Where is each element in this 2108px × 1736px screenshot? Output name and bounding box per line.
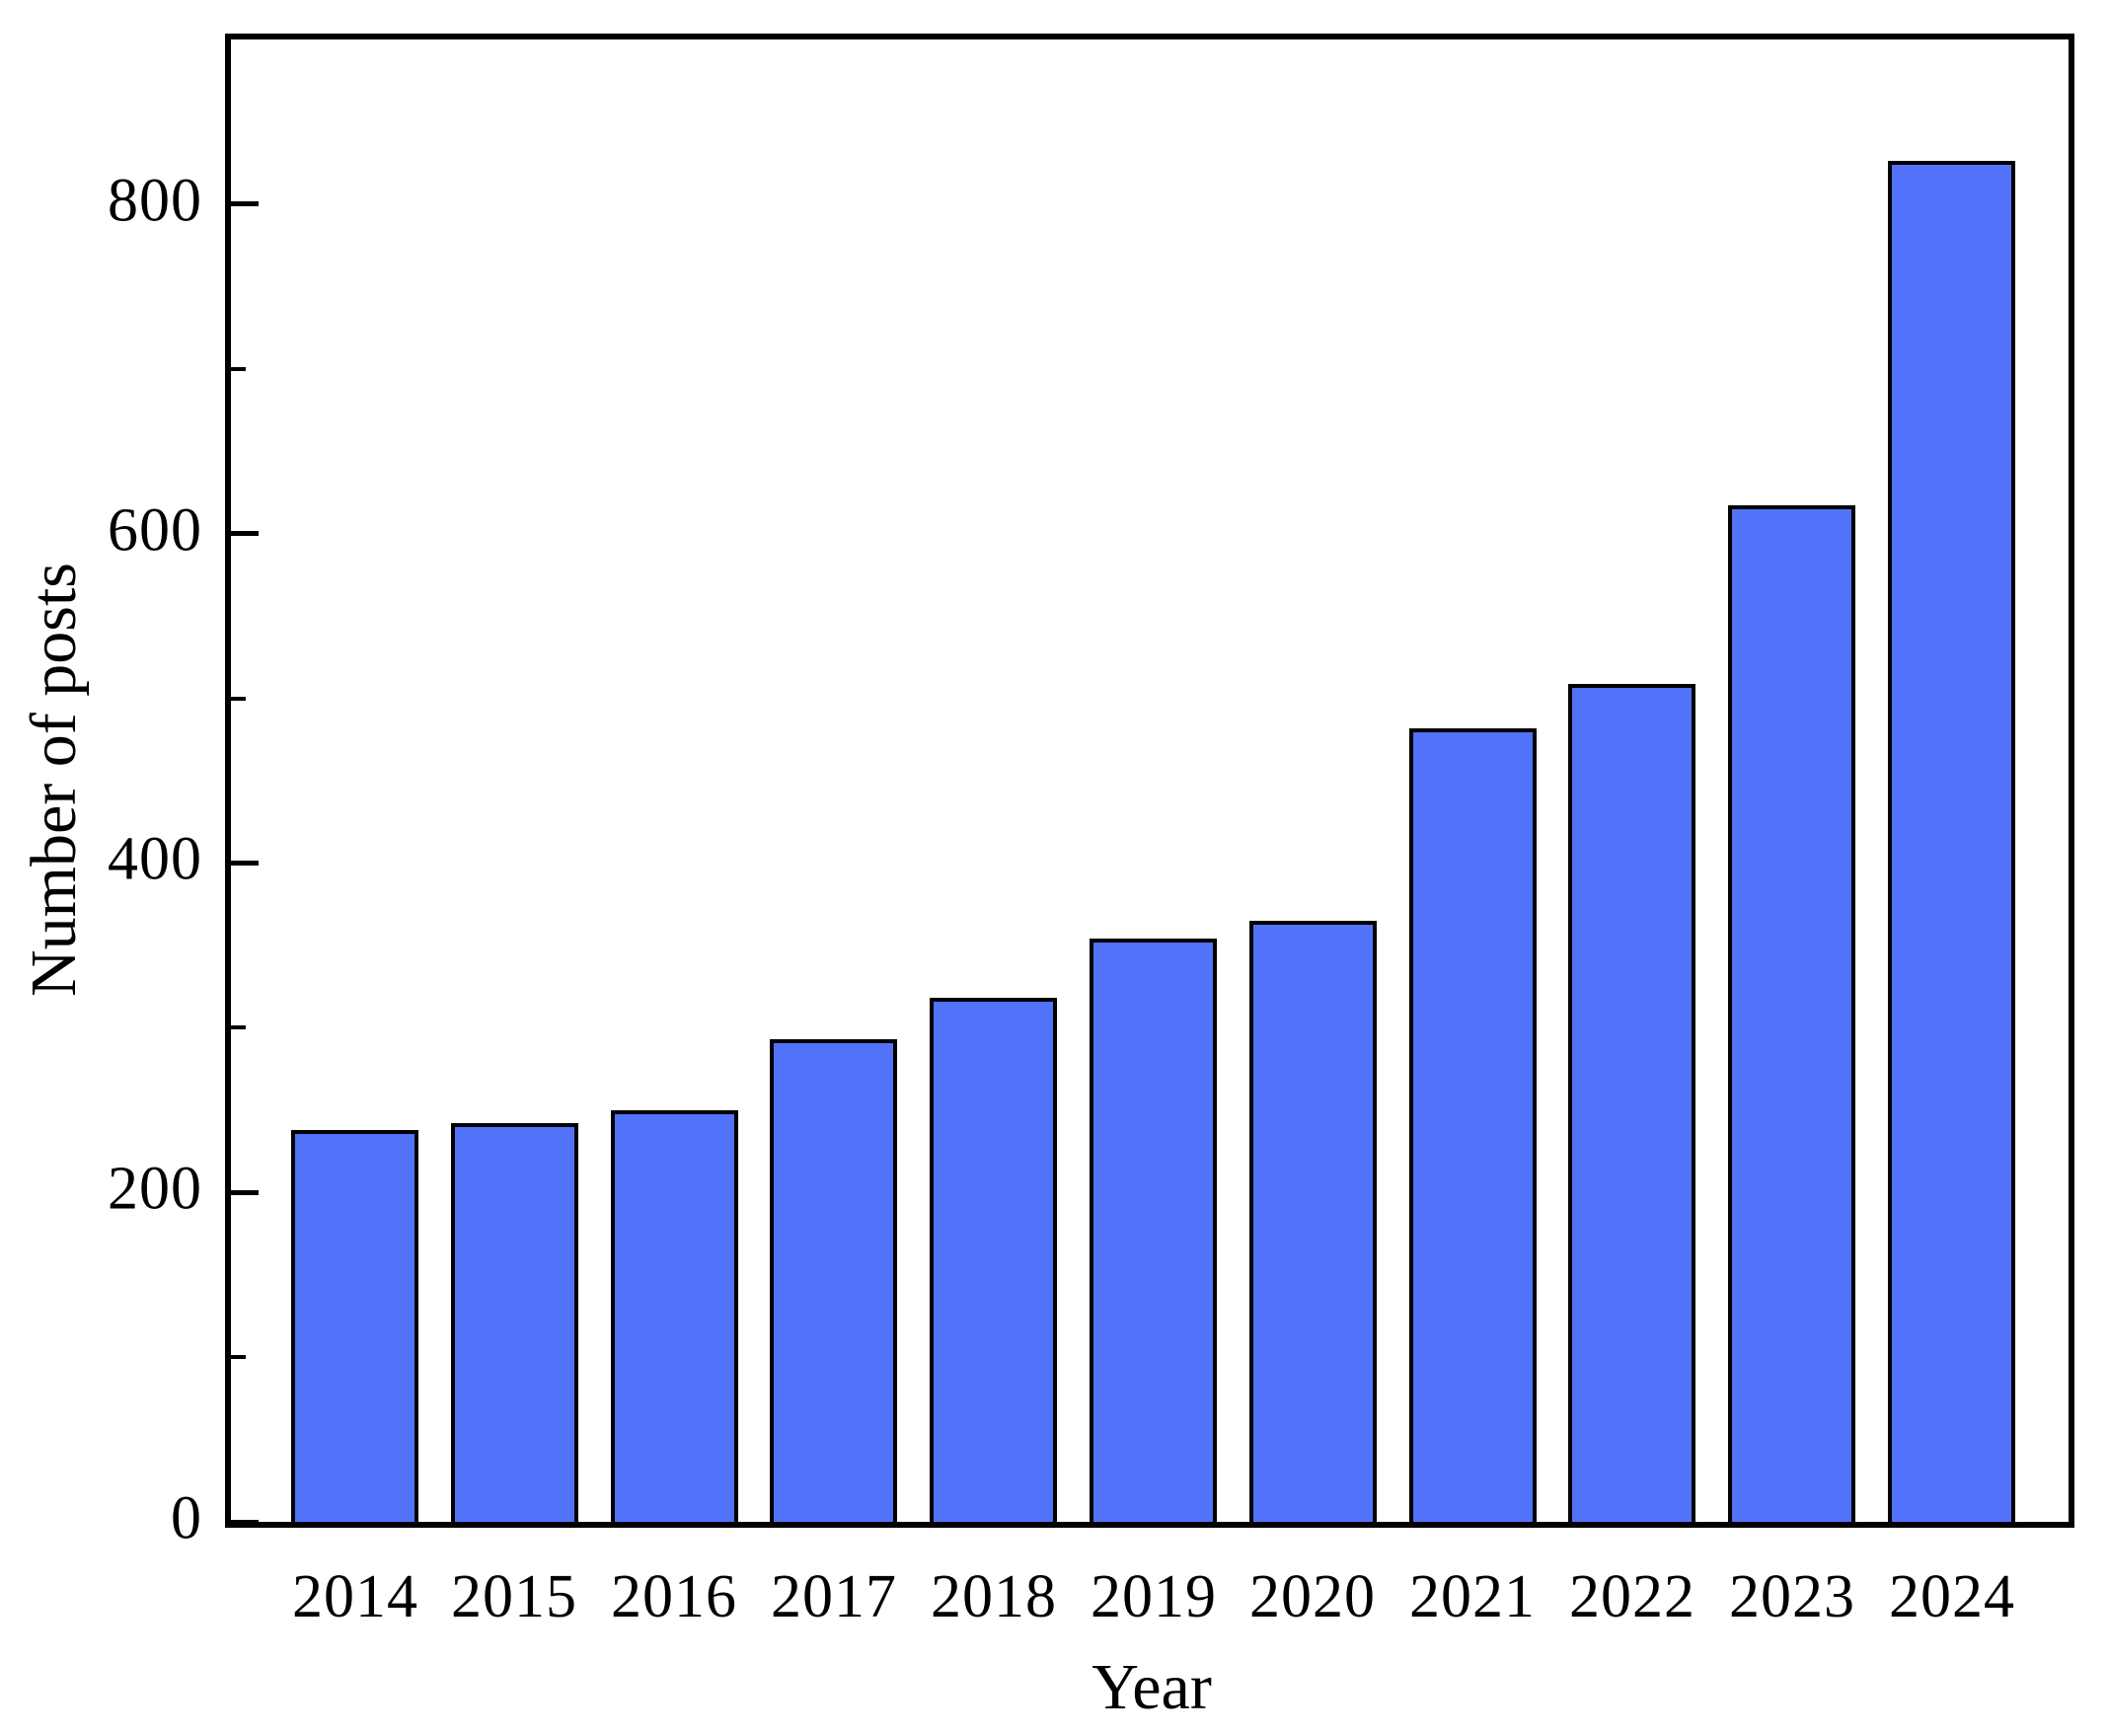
y-tick-label: 600: [108, 496, 202, 565]
x-tick-label-2024: 2024: [1889, 1563, 2015, 1630]
x-tick-label-2018: 2018: [931, 1563, 1057, 1630]
y-major-tick: [231, 1520, 259, 1525]
bar-2016: [611, 1110, 738, 1522]
bar-2023: [1728, 505, 1855, 1522]
x-tick-label-2021: 2021: [1409, 1563, 1536, 1630]
y-minor-tick: [231, 1355, 246, 1359]
y-axis-title: Number of posts: [18, 563, 90, 997]
bar-2014: [291, 1130, 418, 1522]
bar-2017: [770, 1039, 897, 1522]
bar-2022: [1568, 684, 1695, 1522]
bar-2019: [1090, 939, 1217, 1522]
bar-2020: [1249, 921, 1377, 1522]
x-tick-label-2014: 2014: [292, 1563, 418, 1630]
x-tick-label-2016: 2016: [611, 1563, 737, 1630]
bar-2018: [930, 998, 1057, 1522]
plot-area: [225, 34, 2074, 1528]
y-major-tick: [231, 531, 259, 536]
y-tick-label: 200: [108, 1155, 202, 1223]
x-axis-title: Year: [1092, 1651, 1212, 1723]
y-tick-label: 800: [108, 167, 202, 235]
bar-2024: [1888, 161, 2015, 1522]
y-major-tick: [231, 861, 259, 866]
bar-2015: [451, 1123, 578, 1522]
y-major-tick: [231, 1190, 259, 1195]
x-tick-label-2017: 2017: [771, 1563, 897, 1630]
x-tick-label-2015: 2015: [451, 1563, 577, 1630]
x-tick-label-2022: 2022: [1569, 1563, 1695, 1630]
y-minor-tick: [231, 367, 246, 371]
y-minor-tick: [231, 697, 246, 701]
bar-2021: [1409, 728, 1537, 1522]
x-tick-label-2019: 2019: [1091, 1563, 1217, 1630]
y-minor-tick: [231, 1025, 246, 1029]
x-tick-label-2023: 2023: [1729, 1563, 1855, 1630]
y-tick-label: 400: [108, 825, 202, 893]
x-tick-label-2020: 2020: [1249, 1563, 1376, 1630]
y-tick-label: 0: [171, 1484, 202, 1552]
y-major-tick: [231, 201, 259, 206]
